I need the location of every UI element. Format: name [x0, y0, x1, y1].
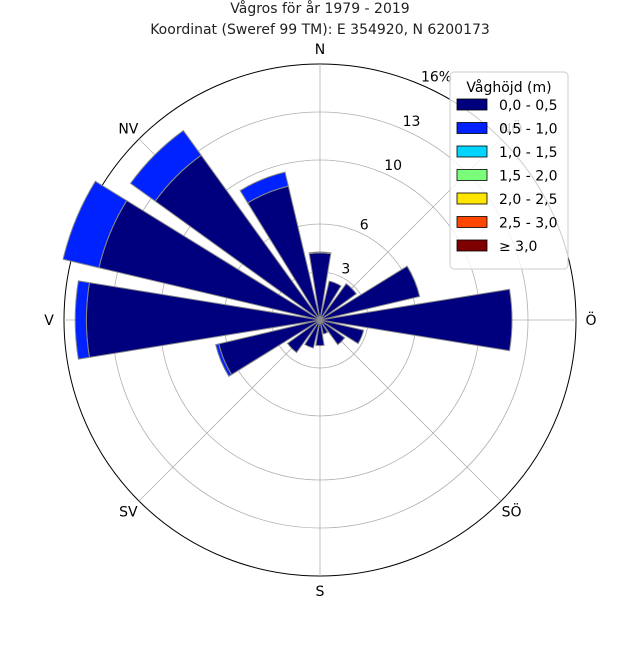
wave-bar-segment	[315, 319, 325, 347]
legend: Våghöjd (m) 0,0 - 0,5 0,5 - 1,0 1,0 - 1,5 1…	[449, 71, 569, 270]
grid-spoke	[138, 319, 321, 502]
direction-label: V	[44, 313, 54, 329]
wave-bar-segment	[129, 129, 202, 202]
legend-title: Våghöjd (m)	[466, 79, 551, 96]
wave-bar-segment	[319, 319, 346, 346]
wave-bar-segment	[319, 319, 365, 345]
legend-swatch	[456, 192, 488, 205]
legend-label: 1,0 - 1,5	[499, 145, 557, 161]
wave-bar-segment	[319, 265, 421, 321]
direction-label: Ö	[585, 311, 596, 329]
wave-bar-segment	[308, 251, 332, 255]
radial-tick-labels: 3 6 10 13 16%	[341, 69, 452, 277]
legend-items: 0,0 - 0,5 0,5 - 1,0 1,0 - 1,5 1,5 - 2,0 2,0 …	[456, 98, 557, 255]
wave-bar-segment	[286, 319, 321, 354]
legend-swatch	[456, 98, 488, 111]
direction-label: N	[315, 42, 325, 58]
chart-subtitle: Koordinat (Sweref 99 TM): E 354920, N 62…	[150, 22, 490, 38]
wave-bar-segment	[319, 319, 329, 335]
wave-bar-segment	[74, 280, 90, 360]
radial-tick-label: 13	[403, 114, 421, 130]
wave-bar-segment	[319, 280, 342, 321]
radial-tick-label: 6	[360, 217, 369, 233]
wave-bar-segment	[304, 319, 321, 349]
wave-bar-segment	[215, 343, 233, 378]
wave-bar-segment	[62, 180, 128, 269]
wave-bar-segment	[319, 288, 513, 352]
direction-label: NV	[118, 121, 138, 137]
wave-bar-segment	[239, 171, 289, 204]
legend-label: ≥ 3,0	[499, 239, 537, 255]
legend-label: 0,0 - 0,5	[499, 98, 557, 114]
legend-swatch	[456, 122, 488, 134]
wave-bar-segment	[319, 282, 358, 321]
legend-label: 0,5 - 1,0	[499, 122, 557, 138]
legend-swatch	[456, 145, 488, 158]
legend-label: 2,0 - 2,5	[499, 192, 557, 208]
legend-label: 1,5 - 2,0	[499, 169, 557, 185]
radial-tick-label: 10	[384, 158, 402, 174]
direction-label: SÖ	[502, 503, 522, 521]
chart-title: Vågros för år 1979 - 2019	[230, 0, 409, 17]
grid-spoke	[319, 319, 502, 502]
legend-swatch	[456, 216, 488, 228]
wave-bars	[62, 129, 513, 378]
legend-swatch	[456, 239, 488, 252]
direction-label: S	[316, 584, 325, 600]
radial-tick-label: 16%	[421, 69, 452, 85]
radial-tick-label: 3	[341, 262, 350, 278]
direction-label: SV	[119, 505, 138, 521]
legend-label: 2,5 - 3,0	[499, 216, 557, 232]
legend-swatch	[456, 169, 488, 181]
